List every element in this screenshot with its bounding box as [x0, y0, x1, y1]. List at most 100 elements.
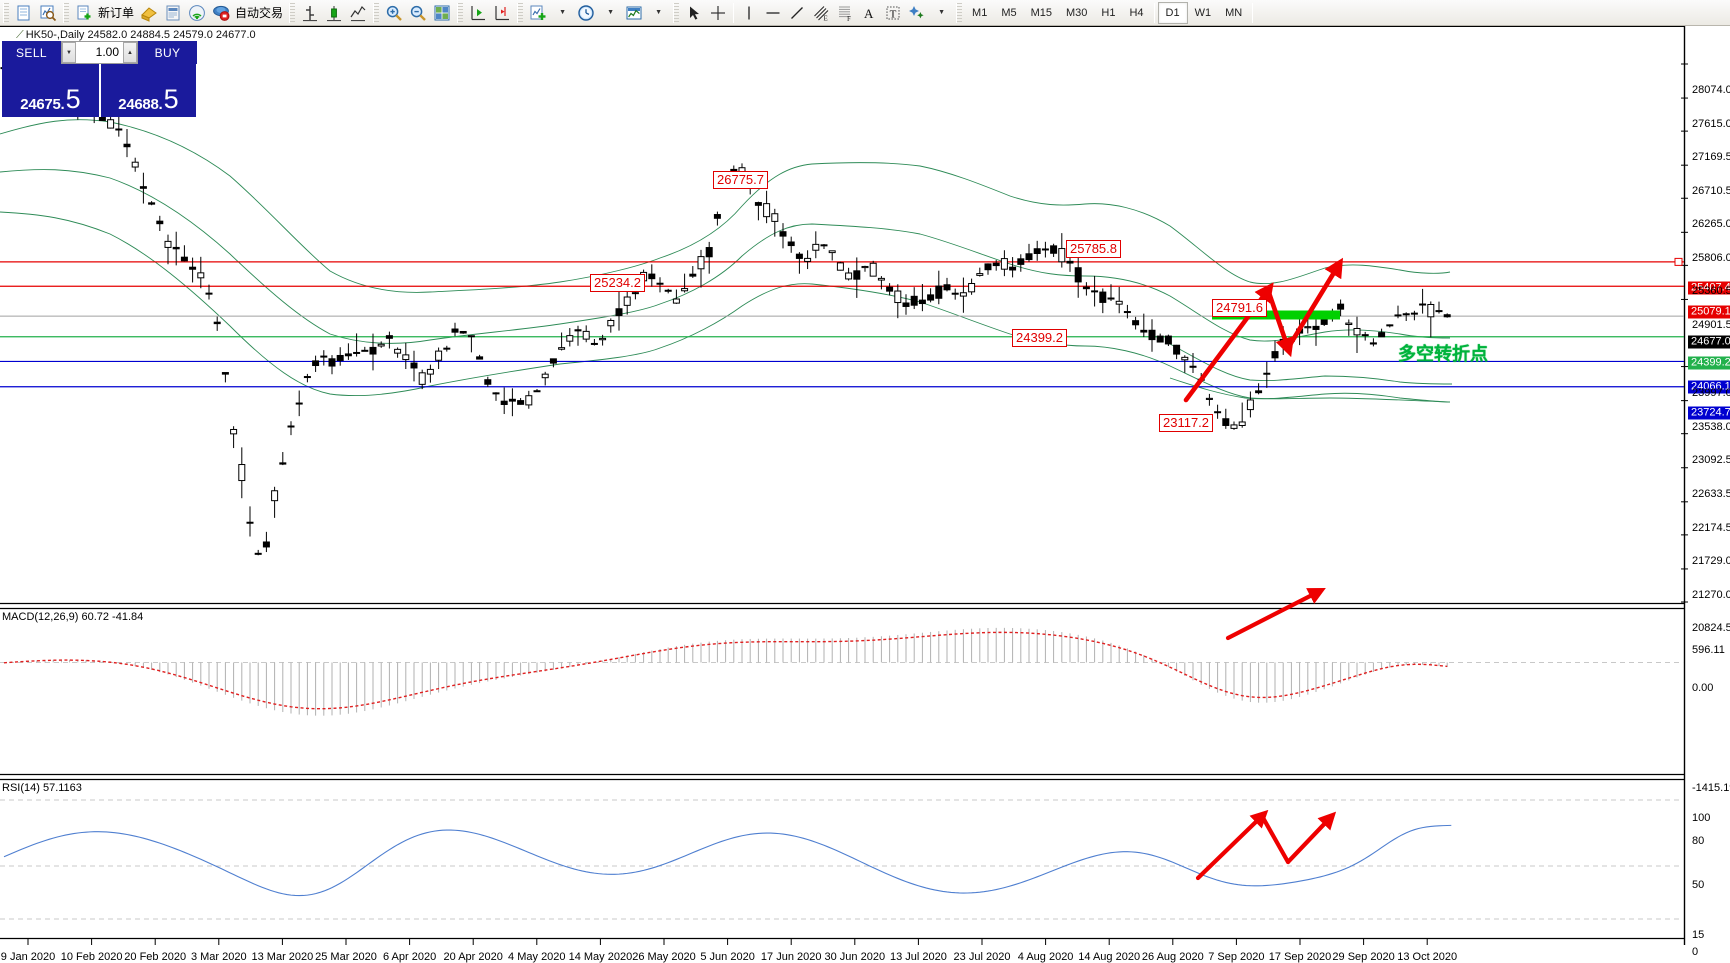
price-tick-24399-2[interactable]: 24399.2: [1688, 356, 1730, 370]
candle-body: [787, 241, 795, 247]
rsi-arrow-2: [1285, 811, 1337, 865]
chart-workspace[interactable]: ⟋ HK50-,Daily 24582.0 24884.5 24579.0 246…: [0, 26, 1730, 963]
cursor-arrow-icon[interactable]: [682, 2, 706, 24]
fibonacci-retracement-icon[interactable]: F: [833, 2, 857, 24]
candle-body: [836, 262, 844, 271]
period-dropdown[interactable]: ▼: [607, 9, 614, 16]
candle-body: [1066, 260, 1074, 264]
candle-body: [164, 240, 172, 248]
label-24791[interactable]: 24791.6: [1212, 299, 1267, 317]
date-tick-17: 14 Aug 2020: [1078, 951, 1141, 963]
sell-price-display[interactable]: 24675 . 5: [2, 64, 99, 117]
timeframe-m30[interactable]: M30: [1066, 6, 1088, 19]
candle-body: [599, 337, 607, 341]
candlestick-chart-icon[interactable]: [322, 2, 346, 24]
toolbar-grip-drawing[interactable]: [673, 2, 680, 23]
text-box-icon[interactable]: T: [881, 2, 905, 24]
volume-decrease-button[interactable]: ▼: [62, 42, 76, 63]
toolbar-grip-file[interactable]: [3, 2, 9, 23]
vertical-line-icon[interactable]: [737, 2, 761, 24]
timeframe-m15[interactable]: M15: [1030, 6, 1052, 19]
tile-windows-icon[interactable]: [430, 2, 454, 24]
chart-shift-icon[interactable]: [490, 2, 514, 24]
one-click-trading-panel[interactable]: SELL ▼ 1.00 ▲ BUY 24675 . 5 24688 . 5: [2, 41, 197, 117]
toolbar-grip-trade[interactable]: [63, 2, 69, 23]
candle-body: [402, 354, 410, 361]
auto-scroll-icon[interactable]: [466, 2, 490, 24]
volume-stepper[interactable]: ▼ 1.00 ▲: [61, 41, 138, 64]
candle-body: [1230, 424, 1238, 429]
candle-body: [910, 295, 918, 306]
label-23117[interactable]: 23117.2: [1159, 414, 1214, 432]
line-chart-icon[interactable]: [346, 2, 370, 24]
shapes-dropdown[interactable]: ▼: [938, 9, 945, 16]
period-clock-icon[interactable]: [574, 2, 598, 24]
volume-value[interactable]: 1.00: [76, 42, 123, 63]
candle-body: [1041, 248, 1049, 251]
sell-button[interactable]: SELL: [2, 41, 61, 64]
expert-advisor-icon[interactable]: [137, 2, 161, 24]
toolbar-grip-zoom[interactable]: [373, 2, 380, 23]
label-25785[interactable]: 25785.8: [1066, 240, 1121, 258]
toolbar-grip-indicators[interactable]: [517, 2, 524, 23]
date-tick-10: 26 May 2020: [632, 951, 696, 963]
trendline-icon[interactable]: [785, 2, 809, 24]
price-tick-23724-7[interactable]: 23724.7: [1688, 406, 1730, 420]
price-tick-25079-1[interactable]: 25079.1: [1688, 305, 1730, 319]
timeframe-m1[interactable]: M1: [972, 6, 988, 19]
timeframe-w1[interactable]: W1: [1194, 6, 1212, 19]
rsi-tick-100: 100: [1692, 812, 1711, 824]
date-tick-3: 3 Mar 2020: [190, 951, 247, 963]
new-chart-icon[interactable]: [12, 2, 36, 24]
bar-chart-icon[interactable]: [298, 2, 322, 24]
candle-body: [492, 392, 500, 395]
buy-button[interactable]: BUY: [138, 41, 197, 64]
toolbar-grip-timeframes[interactable]: [956, 2, 963, 23]
chart-search-icon[interactable]: [36, 2, 60, 24]
zoom-in-icon[interactable]: [382, 2, 406, 24]
shapes-icon[interactable]: [905, 2, 929, 24]
equidistant-channel-icon[interactable]: E: [809, 2, 833, 24]
timeframe-d1[interactable]: D1: [1157, 1, 1188, 24]
candle-body: [656, 282, 664, 285]
date-tick-9: 14 May 2020: [568, 951, 633, 963]
candle-body: [845, 272, 853, 280]
price-tick-24901-5: 24901.5: [1692, 319, 1730, 332]
candle-body: [1189, 365, 1197, 368]
candle-body: [771, 213, 779, 222]
buy-price-display[interactable]: 24688 . 5: [99, 64, 196, 117]
templates-dropdown[interactable]: ▼: [655, 9, 662, 16]
add-indicator-icon[interactable]: [526, 2, 550, 24]
price-tick-24066-1[interactable]: 24066.1: [1688, 380, 1730, 394]
price-tick-23997-0: 23997.0: [1692, 386, 1730, 399]
add-indicator-dropdown[interactable]: ▼: [559, 9, 566, 16]
label-25234[interactable]: 25234.2: [590, 274, 645, 292]
candle-body: [713, 214, 721, 219]
volume-increase-button[interactable]: ▲: [123, 42, 137, 63]
toolbar-grip-scroll[interactable]: [457, 2, 464, 23]
signals-icon[interactable]: [185, 2, 209, 24]
sell-price-fraction: 5: [65, 84, 81, 115]
candle-body: [262, 541, 270, 548]
zoom-out-icon[interactable]: [406, 2, 430, 24]
horizontal-line-icon[interactable]: [761, 2, 785, 24]
toolbar-grip-charttype[interactable]: [289, 2, 296, 23]
crosshair-icon[interactable]: [706, 2, 730, 24]
templates-icon[interactable]: [622, 2, 646, 24]
timeframe-h4[interactable]: H4: [1129, 6, 1144, 19]
timeframe-mn[interactable]: MN: [1225, 6, 1243, 19]
new-order-button[interactable]: 新订单: [72, 2, 137, 24]
chart-canvas[interactable]: [0, 26, 1730, 945]
price-tick-24677-0[interactable]: 24677.0: [1688, 335, 1730, 349]
oct-price-row: 24675 . 5 24688 . 5: [2, 64, 197, 117]
label-24399[interactable]: 24399.2: [1012, 329, 1067, 347]
date-tick-5: 25 Mar 2020: [315, 951, 377, 963]
candle-body: [254, 552, 262, 555]
timeframe-h1[interactable]: H1: [1101, 6, 1116, 19]
price-tick-25407-4[interactable]: 25407.4: [1688, 281, 1730, 295]
label-26775[interactable]: 26775.7: [713, 171, 768, 189]
autotrading-button[interactable]: 自动交易: [209, 2, 286, 24]
timeframe-m5[interactable]: M5: [1001, 6, 1017, 19]
metaeditor-icon[interactable]: [161, 2, 185, 24]
text-label-icon[interactable]: A: [857, 2, 881, 24]
